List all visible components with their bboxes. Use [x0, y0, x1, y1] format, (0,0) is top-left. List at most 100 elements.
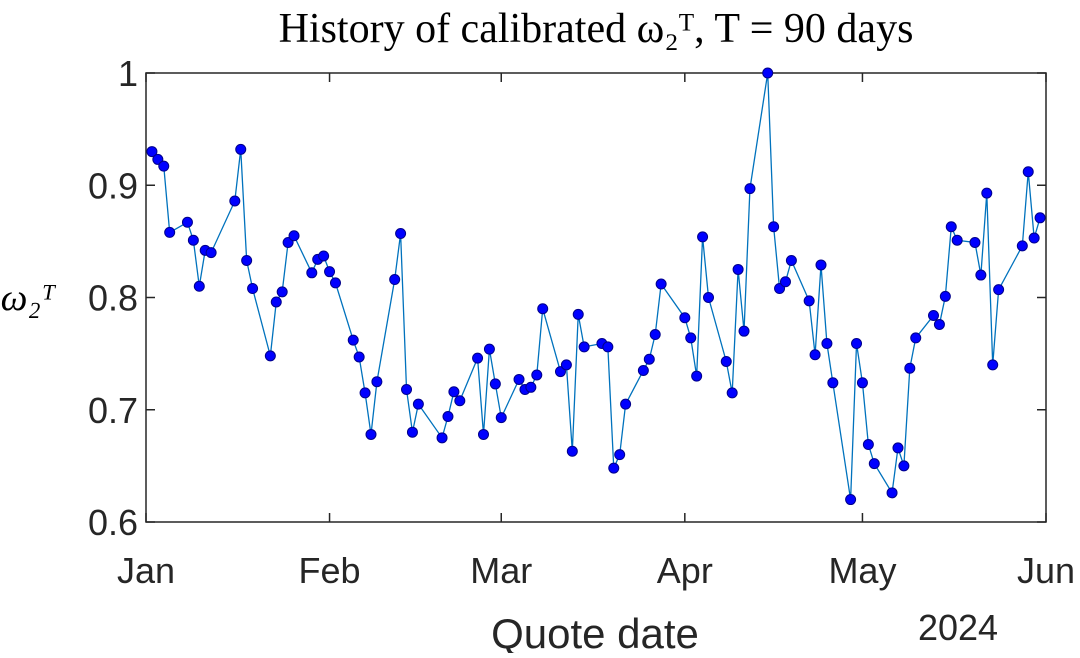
data-point	[483, 343, 495, 355]
data-point	[809, 349, 821, 361]
data-point	[703, 292, 714, 303]
data-point	[229, 195, 241, 207]
data-point	[637, 364, 649, 376]
data-point	[566, 445, 578, 457]
data-point	[513, 373, 525, 385]
data-point	[401, 384, 413, 396]
data-point	[720, 355, 732, 367]
data-point	[146, 146, 158, 158]
data-point	[655, 278, 667, 290]
data-point	[981, 187, 993, 199]
data-point	[679, 312, 691, 324]
data-point	[164, 226, 176, 238]
x-tick-label: Feb	[299, 550, 361, 591]
data-point	[608, 462, 620, 474]
data-point	[602, 341, 614, 353]
data-point	[803, 295, 815, 307]
y-tick-label: 0.7	[88, 390, 138, 431]
data-point	[951, 234, 963, 246]
data-point	[945, 221, 957, 233]
data-point	[235, 143, 247, 155]
data-point	[1034, 212, 1046, 224]
plot-frame	[145, 72, 1047, 523]
data-point	[827, 377, 839, 389]
data-point	[643, 353, 655, 365]
data-point	[489, 378, 501, 390]
data-point	[454, 395, 466, 407]
data-point	[158, 160, 170, 172]
data-point	[389, 274, 401, 286]
data-point	[969, 236, 981, 248]
data-point	[525, 381, 537, 393]
data-point	[324, 266, 336, 278]
x-tick-label: Jan	[117, 550, 175, 591]
data-point	[442, 410, 454, 422]
data-point	[247, 283, 259, 295]
data-point	[697, 231, 709, 243]
data-point	[779, 276, 791, 288]
data-point	[685, 332, 697, 344]
data-point	[395, 228, 407, 240]
data-point	[181, 216, 193, 228]
data-point	[910, 332, 922, 344]
data-point	[436, 432, 448, 444]
x-tick-label: Jun	[1017, 550, 1075, 591]
data-point	[472, 352, 484, 364]
data-point	[821, 338, 833, 350]
data-point	[845, 494, 857, 506]
data-point	[987, 359, 999, 371]
data-point	[868, 458, 880, 470]
data-point	[205, 247, 217, 259]
y-axis-label: ω₂ᵀ	[1, 277, 57, 319]
chart-title: History of calibrated ω₂ᵀ, T = 90 days	[279, 6, 914, 52]
x-tick-label: Mar	[470, 550, 532, 591]
data-point	[353, 351, 365, 363]
x-axis-label: Quote date	[491, 610, 699, 653]
data-point	[347, 334, 359, 346]
data-point	[691, 370, 703, 382]
data-point	[620, 398, 632, 410]
data-point	[359, 387, 371, 399]
data-point	[1022, 166, 1034, 178]
data-point	[478, 428, 489, 440]
data-point	[898, 460, 910, 472]
data-point	[1016, 240, 1028, 252]
data-point	[276, 286, 288, 298]
data-point	[928, 309, 939, 321]
data-point	[744, 183, 756, 195]
data-point	[732, 263, 744, 275]
data-point	[406, 426, 418, 438]
data-point	[762, 67, 774, 79]
data-point	[241, 254, 253, 266]
data-point	[815, 259, 827, 271]
data-point	[933, 318, 945, 330]
data-point	[537, 303, 549, 315]
data-point	[886, 487, 898, 499]
y-tick-label: 0.6	[88, 502, 138, 543]
data-point	[531, 369, 543, 381]
data-point	[738, 325, 750, 337]
data-point	[1028, 232, 1040, 244]
data-point	[193, 280, 205, 292]
data-point	[318, 250, 330, 262]
data-point	[371, 376, 383, 388]
data-point	[614, 449, 626, 461]
data-point	[993, 284, 1005, 296]
data-point	[264, 350, 276, 362]
y-tick-label: 0.9	[88, 165, 138, 206]
data-point	[851, 338, 863, 350]
data-point	[785, 254, 797, 266]
data-point	[856, 377, 868, 389]
y-tick-label: 0.8	[88, 278, 138, 319]
data-point	[768, 221, 780, 233]
x-tick-label: May	[828, 550, 896, 591]
series-line	[151, 72, 1041, 500]
data-point	[726, 387, 738, 399]
data-point	[306, 267, 318, 279]
data-point	[329, 277, 341, 289]
data-point	[187, 234, 199, 246]
data-point	[649, 329, 661, 341]
data-point	[892, 442, 904, 454]
data-point	[288, 230, 300, 242]
